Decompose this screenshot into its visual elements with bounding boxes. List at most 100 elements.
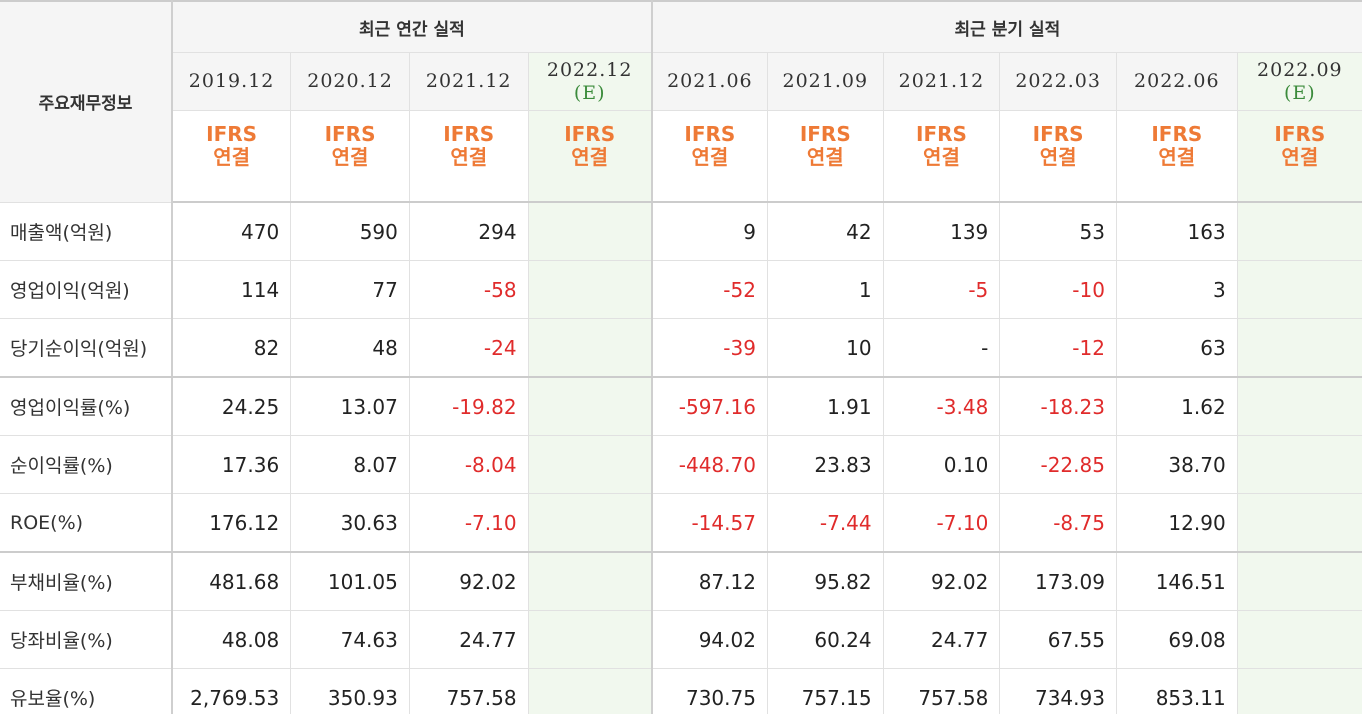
table-cell: -8.04 xyxy=(408,435,529,494)
estimate-mark: (E) xyxy=(573,81,606,104)
table-cell: 60.24 xyxy=(766,610,884,669)
table-row: 당기순이익(억원) 82 48 -24 -39 10- -12 63 xyxy=(0,318,1362,378)
table-cell: -18.23 xyxy=(999,376,1117,436)
table-cell: 481.68 xyxy=(171,551,292,611)
period-header: 2021.09 xyxy=(766,52,884,111)
table-cell: 82 xyxy=(171,318,292,378)
table-cell xyxy=(1236,260,1362,319)
period-header: 2021.12 xyxy=(408,52,529,111)
table-cell: 146.51 xyxy=(1115,551,1238,611)
standard-line2: 연결 xyxy=(691,145,729,169)
period-header: 2022.09 (E) xyxy=(1236,52,1362,111)
period-header: 2022.03 xyxy=(999,52,1117,111)
standard-line1: IFRS xyxy=(1151,122,1203,146)
table-cell: 13.07 xyxy=(290,376,410,436)
standard-line2: 연결 xyxy=(1158,145,1196,169)
period-label: 2022.03 xyxy=(1015,70,1101,92)
table-cell: 38.70 xyxy=(1115,435,1238,494)
row-label: 매출액(억원) xyxy=(0,201,173,261)
period-label: 2020.12 xyxy=(307,70,393,92)
standard-line2: 연결 xyxy=(450,145,488,169)
period-label: 2019.12 xyxy=(188,70,275,92)
table-cell xyxy=(527,493,653,553)
table-cell: 42 xyxy=(766,201,884,261)
row-label: ROE(%) xyxy=(0,493,173,553)
accounting-standard-label: IFRS 연결 xyxy=(290,110,410,203)
standard-line1: IFRS xyxy=(443,122,495,146)
standard-line2: 연결 xyxy=(1281,145,1319,169)
table-cell: 69.08 xyxy=(1115,610,1238,669)
table-cell: 853.11 xyxy=(1115,668,1238,714)
table-cell: 757.15 xyxy=(766,668,884,714)
table-cell: -7.10 xyxy=(882,493,1001,553)
period-header-row: 2019.12 2020.12 2021.12 2022.12 (E) 2021.06 20… xyxy=(0,52,1362,111)
table-cell xyxy=(1236,318,1362,378)
table-corner-label: 주요재무정보 xyxy=(0,0,173,203)
accounting-standard-label: IFRS 연결 xyxy=(766,110,884,203)
accounting-standard-label: IFRS 연결 xyxy=(171,110,292,203)
table-cell: 87.12 xyxy=(651,551,768,611)
table-cell xyxy=(527,435,653,494)
annual-results-header: 최근 연간 실적 xyxy=(171,0,653,53)
table-cell: -8.75 xyxy=(999,493,1117,553)
table-cell: 1.62 xyxy=(1115,376,1238,436)
standard-line1: IFRS xyxy=(206,122,258,146)
period-label: 2021.12 xyxy=(898,70,985,92)
standard-line1: IFRS xyxy=(1274,122,1326,146)
table-cell: 294 xyxy=(408,201,529,261)
table-cell: -24 xyxy=(408,318,529,378)
table-row: 순이익률(%) 17.36 8.07 -8.04 -448.70 23.83 0.10 -22… xyxy=(0,435,1362,494)
table-cell xyxy=(527,260,653,319)
row-label: 영업이익(억원) xyxy=(0,260,173,319)
table-cell xyxy=(527,318,653,378)
table-cell: 48.08 xyxy=(171,610,292,669)
table-cell: 92.02 xyxy=(408,551,529,611)
accounting-standard-label: IFRS 연결 xyxy=(1236,110,1362,203)
row-label: 순이익률(%) xyxy=(0,435,173,494)
table-cell: 8.07 xyxy=(290,435,410,494)
standard-line2: 연결 xyxy=(1039,145,1077,169)
table-cell: 734.93 xyxy=(999,668,1117,714)
period-header: 2022.06 xyxy=(1115,52,1238,111)
accounting-standard-label: IFRS 연결 xyxy=(651,110,768,203)
table-cell: 0.10 xyxy=(882,435,1001,494)
table-cell: 17.36 xyxy=(171,435,292,494)
standard-line2: 연결 xyxy=(213,145,250,169)
standard-line2: 연결 xyxy=(331,145,369,169)
table-cell: 74.63 xyxy=(290,610,410,669)
standard-line1: IFRS xyxy=(916,122,967,146)
period-label: 2021.06 xyxy=(667,70,753,92)
table-cell: 12.90 xyxy=(1115,493,1238,553)
table-cell: 24.77 xyxy=(408,610,529,669)
table-cell: 1.91 xyxy=(766,376,884,436)
table-cell: 95.82 xyxy=(766,551,884,611)
row-label: 부채비율(%) xyxy=(0,551,173,611)
standard-line2: 연결 xyxy=(923,145,960,169)
table-cell: 163 xyxy=(1115,201,1238,261)
table-cell xyxy=(1236,376,1362,436)
table-cell: 94.02 xyxy=(651,610,768,669)
table-cell: 77 xyxy=(290,260,410,319)
table-cell: 590 xyxy=(290,201,410,261)
table-cell xyxy=(527,668,653,714)
table-cell: 470 xyxy=(171,201,292,261)
period-header: 2019.12 xyxy=(171,52,292,111)
period-label: 2021.09 xyxy=(782,70,869,92)
table-cell: 730.75 xyxy=(651,668,768,714)
table-row: 영업이익(억원) 114 77 -58 -52 1 -5 -10 3 xyxy=(0,260,1362,319)
standard-line1: IFRS xyxy=(799,122,851,146)
table-cell: -7.10 xyxy=(408,493,529,553)
table-cell: 2,769.53 xyxy=(171,668,292,714)
table-cell: -10 xyxy=(999,260,1117,319)
table-cell: 92.02 xyxy=(882,551,1001,611)
table-cell: - xyxy=(882,318,1001,378)
table-cell: 757.58 xyxy=(882,668,1001,714)
standard-line1: IFRS xyxy=(324,122,376,146)
standard-line1: IFRS xyxy=(684,122,736,146)
period-header: 2021.06 xyxy=(651,52,768,111)
table-cell: 63 xyxy=(1115,318,1238,378)
table-cell: 24.25 xyxy=(171,376,292,436)
table-row: 유보율(%) 2,769.53 350.93 757.58 730.75 757.15 75… xyxy=(0,668,1362,714)
table-cell: 67.55 xyxy=(999,610,1117,669)
